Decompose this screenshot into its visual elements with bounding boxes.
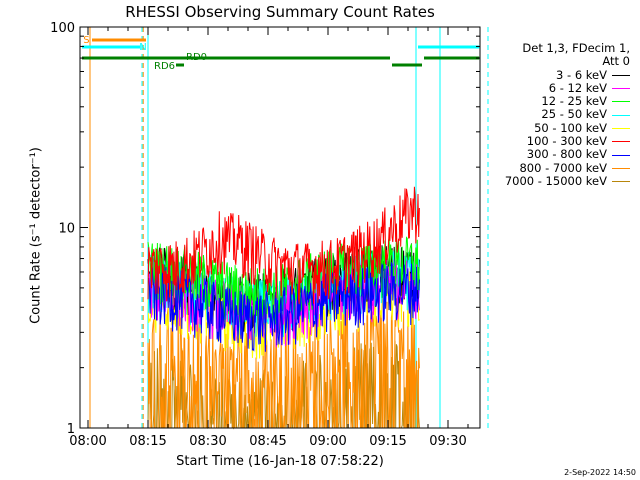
x-tick-label: 08:15 [129, 434, 166, 449]
flag-label-s: S [83, 35, 89, 46]
series-trace-5 [147, 186, 420, 305]
y-tick-label: 100 [50, 21, 75, 36]
legend-label: 3 - 6 keV [556, 67, 607, 82]
legend-label: 800 - 7000 keV [519, 160, 607, 175]
legend-label: 6 - 12 keV [548, 80, 607, 95]
legend-item: 6 - 12 keV [486, 80, 636, 95]
x-tick-label: 08:45 [249, 434, 286, 449]
legend-swatch [612, 101, 630, 103]
legend-item: 7000 - 15000 keV [486, 173, 636, 188]
legend-item: 50 - 100 keV [486, 120, 636, 135]
legend-item: 300 - 800 keV [486, 148, 636, 161]
legend-item: 12 - 25 keV [486, 94, 636, 109]
legend-header-line-2: Att 0 [602, 54, 630, 69]
legend-label: 25 - 50 keV [541, 107, 607, 122]
chart-legend: Det 1,3, FDecim 1, Att 0 3 - 6 keV 6 - 12… [486, 41, 636, 188]
legend-item: 100 - 300 keV [486, 134, 636, 149]
y-axis-label: Count Rate (s⁻¹ detector⁻¹) [28, 147, 44, 324]
date-stamp: 2-Sep-2022 14:50 [564, 468, 636, 477]
legend-swatch [612, 141, 630, 143]
x-tick-label: 09:00 [309, 434, 346, 449]
legend-swatch [612, 167, 630, 169]
x-tick-label: 08:00 [69, 434, 106, 449]
legend-label: 7000 - 15000 keV [504, 173, 607, 188]
legend-label: 300 - 800 keV [526, 147, 607, 162]
x-tick-label: 08:30 [189, 434, 226, 449]
legend-item: 800 - 7000 keV [486, 160, 636, 175]
legend-label: 12 - 25 keV [541, 94, 607, 109]
legend-swatch [612, 74, 630, 76]
x-axis-label: Start Time (16-Jan-18 07:58:22) [176, 454, 384, 469]
legend-header-line-1: Det 1,3, FDecim 1, [522, 41, 630, 55]
y-tick-label: 1 [67, 422, 75, 437]
legend-item: 25 - 50 keV [486, 108, 636, 121]
legend-label: 100 - 300 keV [526, 134, 607, 149]
chart-title: RHESSI Observing Summary Count Rates [125, 3, 435, 21]
legend-label: 50 - 100 keV [534, 120, 607, 135]
flag-label-n: N [139, 42, 146, 53]
series-trace-7 [147, 298, 420, 429]
x-tick-label: 09:30 [429, 434, 466, 449]
legend-swatch [612, 114, 630, 116]
series-trace-6 [147, 262, 420, 352]
y-tick-label: 10 [58, 222, 75, 237]
legend-item: 3 - 6 keV [486, 67, 636, 82]
flag-label-rd6: RD6 [154, 61, 175, 72]
legend-swatch [612, 181, 630, 183]
legend-swatch [612, 88, 630, 90]
legend-swatch [612, 127, 630, 129]
x-tick-label: 09:15 [369, 434, 406, 449]
flag-label-rd0: RD0 [186, 52, 207, 63]
legend-swatch [612, 154, 630, 156]
